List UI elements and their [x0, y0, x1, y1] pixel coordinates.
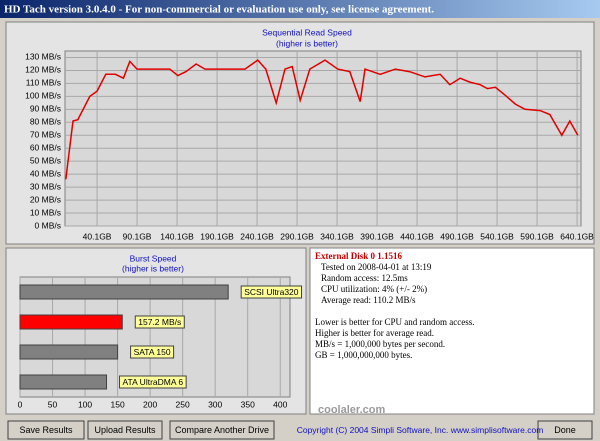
note-line: MB/s = 1,000,000 bytes per second. [315, 339, 445, 349]
y-tick-label: 120 MB/s [25, 65, 61, 75]
x-tick-label: 150 [110, 399, 124, 409]
y-tick-label: 100 MB/s [25, 91, 61, 101]
x-tick-label: 250 [176, 399, 190, 409]
button[interactable]: Save Results [7, 420, 85, 440]
x-tick-label: 400 [273, 399, 287, 409]
button-label: Compare Another Drive [175, 425, 269, 435]
bar-label-box [134, 315, 185, 329]
button-face [7, 420, 85, 440]
x-tick-label: 390.1GB [360, 231, 394, 241]
y-tick-label: 0 MB/s [35, 220, 61, 230]
chart-subtitle: (higher is better) [122, 263, 184, 273]
y-tick-label: 90 MB/s [30, 104, 61, 114]
button[interactable]: Upload Results [87, 420, 163, 440]
x-tick-label: 440.1GB [400, 231, 434, 241]
x-tick-label: 140.1GB [160, 231, 194, 241]
chart-title: Burst Speed [130, 253, 177, 263]
result-line: Average read: 110.2 MB/s [321, 295, 416, 305]
x-tick-label: 190.1GB [200, 231, 234, 241]
bar-label-box [130, 345, 175, 359]
result-line: CPU utilization: 4% (+/- 2%) [321, 284, 427, 294]
chart-title: Sequential Read Speed [262, 27, 352, 37]
button[interactable]: Compare Another Drive [169, 420, 275, 440]
note-line: Lower is better for CPU and random acces… [315, 317, 474, 327]
x-tick-label: 240.1GB [240, 231, 274, 241]
drive-name: External Disk 0 1.1516 [315, 251, 403, 261]
x-tick-label: 40.1GB [83, 231, 112, 241]
title-bar [0, 0, 600, 18]
y-tick-label: 130 MB/s [25, 52, 61, 62]
y-tick-label: 60 MB/s [30, 142, 61, 152]
y-tick-label: 50 MB/s [30, 155, 61, 165]
button-face [169, 420, 275, 440]
x-tick-label: 540.1GB [480, 231, 514, 241]
read-speed-line [65, 59, 579, 180]
x-tick-label: 90.1GB [123, 231, 152, 241]
x-tick-label: 290.1GB [280, 231, 314, 241]
y-tick-label: 110 MB/s [26, 78, 61, 88]
button[interactable]: Done [537, 420, 593, 440]
x-tick-label: 300 [208, 399, 222, 409]
button-label: Upload Results [94, 425, 156, 435]
copyright: Copyright (C) 2004 Simpli Software, Inc.… [297, 425, 544, 435]
info-panel [309, 247, 595, 415]
chart-subtitle: (higher is better) [276, 38, 338, 48]
button-label: Save Results [19, 425, 73, 435]
button-label: Done [554, 425, 576, 435]
watermark: coolaler.com [318, 404, 385, 416]
y-tick-label: 70 MB/s [30, 130, 61, 140]
bar-label: 157.2 MB/s [138, 317, 181, 327]
x-tick-label: 490.1GB [440, 231, 474, 241]
button-face [537, 420, 593, 440]
x-tick-label: 200 [143, 399, 157, 409]
button-face [87, 420, 163, 440]
bar [19, 344, 119, 360]
x-tick-label: 590.1GB [520, 231, 554, 241]
result-line: Tested on 2008-04-01 at 13:19 [321, 262, 432, 272]
y-tick-label: 20 MB/s [30, 194, 61, 204]
bar-label: SATA 150 [134, 347, 171, 357]
x-tick-label: 50 [48, 399, 58, 409]
x-tick-label: 640.1GB [560, 231, 594, 241]
note-line: Higher is better for average read. [315, 328, 434, 338]
x-tick-label: 350 [241, 399, 255, 409]
y-tick-label: 40 MB/s [30, 168, 61, 178]
y-tick-label: 10 MB/s [30, 207, 61, 217]
y-tick-label: 30 MB/s [30, 181, 61, 191]
note-line: GB = 1,000,000,000 bytes. [315, 350, 412, 360]
x-tick-label: 100 [78, 399, 92, 409]
y-tick-label: 80 MB/s [30, 117, 61, 127]
bar-label-box [240, 285, 303, 299]
result-line: Random access: 12.5ms [321, 273, 408, 283]
bar-label: SCSI Ultra320 [244, 287, 299, 297]
bar-label: ATA UltraDMA 6 [123, 377, 184, 387]
bar-label-box [119, 375, 187, 389]
bar [19, 374, 108, 390]
plot-area [64, 50, 582, 227]
window-title: HD Tach version 3.0.4.0 - For non-commer… [4, 4, 434, 16]
bar [19, 284, 229, 300]
x-tick-label: 340.1GB [320, 231, 354, 241]
x-tick-label: 0 [18, 399, 23, 409]
bar [19, 314, 123, 330]
content: Sequential Read Speed(higher is better)0… [7, 27, 594, 440]
